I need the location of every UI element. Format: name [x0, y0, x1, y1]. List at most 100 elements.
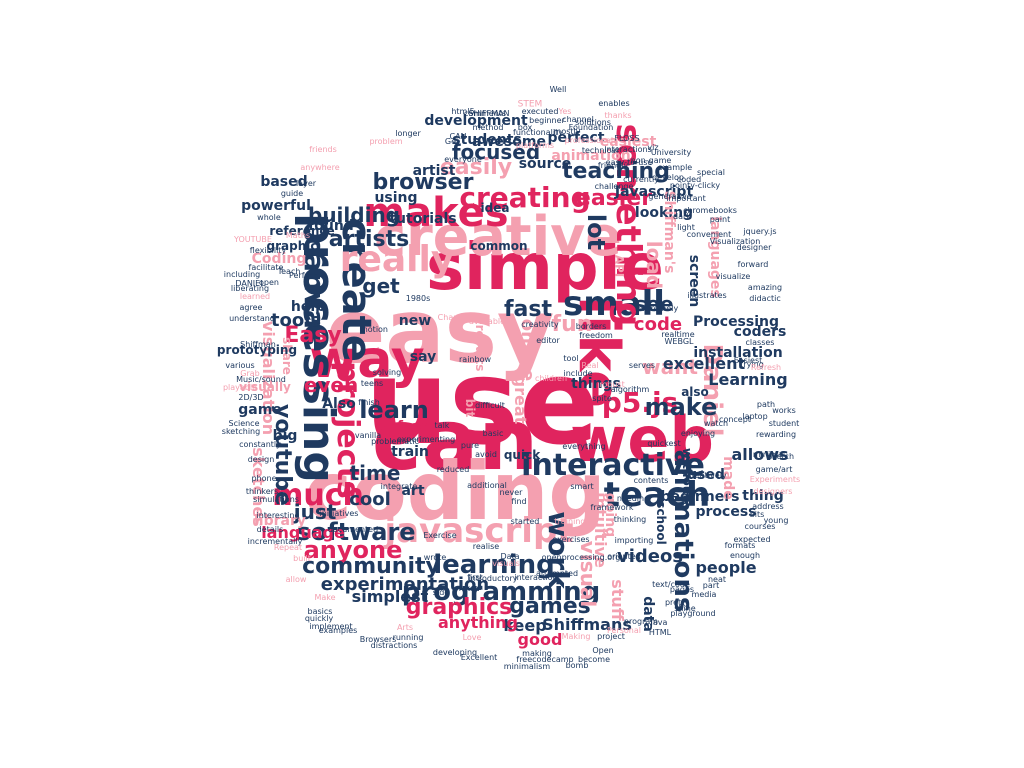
cloud-word: enough — [729, 551, 761, 560]
cloud-word: Music/sound — [236, 375, 286, 384]
cloud-word: vanilla — [354, 431, 382, 440]
cloud-word: experimenting — [396, 435, 456, 444]
cloud-word: important — [666, 194, 706, 203]
cloud-word: artist — [412, 163, 456, 179]
cloud-word: java — [650, 618, 668, 627]
cloud-word: generative — [648, 192, 692, 201]
cloud-word: motion — [359, 325, 389, 334]
cloud-word: thinking — [613, 515, 647, 524]
cloud-word: Data — [500, 552, 520, 561]
cloud-word: guide — [280, 189, 304, 198]
cloud-word: found — [308, 218, 354, 234]
cloud-word: spite — [592, 394, 612, 403]
cloud-word: become — [577, 655, 611, 664]
cloud-word: game — [238, 402, 282, 418]
cloud-word: really — [339, 239, 455, 280]
cloud-word: Perfect — [288, 271, 318, 280]
cloud-word: shine — [674, 604, 696, 613]
cloud-word: examples — [318, 626, 358, 635]
cloud-word: illustrates — [687, 291, 727, 300]
cloud-word: experimentation — [320, 574, 490, 595]
cloud-word: side — [432, 588, 450, 597]
cloud-word: amazing — [747, 283, 783, 292]
cloud-word: rewarding — [755, 430, 797, 439]
cloud-word: Arts — [396, 623, 414, 632]
cloud-word: Shiffman — [240, 340, 276, 349]
cloud-word: jquery.js — [743, 227, 777, 236]
cloud-word: library — [253, 513, 307, 529]
cloud-word: using — [374, 190, 418, 206]
cloud-word: simplest — [351, 587, 429, 606]
cloud-word: creating — [459, 181, 591, 214]
cloud-word: channel — [562, 115, 594, 124]
cloud-word: Grab — [240, 369, 260, 378]
cloud-word: training — [554, 517, 586, 526]
cloud-word: thinkers — [245, 487, 279, 496]
cloud-word: keep — [503, 616, 547, 635]
cloud-word: freecodecamp — [516, 655, 574, 664]
cloud-word: incrementally — [247, 537, 303, 546]
cloud-word: design — [247, 455, 275, 464]
cloud-word: reference — [269, 224, 335, 238]
cloud-word: project — [597, 632, 625, 641]
cloud-word: sketch — [767, 452, 795, 461]
cloud-word: easy — [325, 280, 555, 383]
cloud-word: great — [511, 375, 530, 425]
cloud-word: programming — [401, 577, 601, 607]
cloud-word: realise — [472, 542, 500, 551]
cloud-word: tutorials — [389, 211, 457, 227]
cloud-word: visually — [239, 380, 291, 394]
cloud-word: Science — [228, 419, 260, 428]
cloud-word: beginner — [529, 116, 565, 125]
cloud-word: didactic — [749, 294, 781, 303]
cloud-word: friends — [309, 145, 337, 154]
cloud-word: stuff — [608, 579, 627, 621]
cloud-word: neat — [707, 575, 727, 584]
cloud-word: API — [612, 254, 626, 278]
cloud-word: non-game — [630, 156, 672, 165]
cloud-word: University — [650, 148, 692, 157]
cloud-word: easiest — [599, 134, 657, 150]
cloud-word: lot — [582, 213, 610, 251]
cloud-word: quickest — [647, 439, 681, 448]
cloud-word: interactions — [604, 145, 652, 154]
cloud-word: Coding — [251, 251, 307, 267]
cloud-word: Foundation — [568, 123, 614, 132]
cloud-word: first — [467, 573, 483, 582]
cloud-word: Making — [561, 632, 591, 641]
cloud-word: allows — [731, 445, 789, 464]
cloud-word: easily — [439, 155, 513, 180]
cloud-word: playground — [670, 609, 716, 618]
cloud-word: way — [309, 330, 425, 390]
cloud-word: functionality — [513, 128, 563, 137]
cloud-word: creativity — [521, 320, 559, 329]
cloud-word: understand — [229, 314, 275, 323]
cloud-word: big — [272, 428, 298, 444]
cloud-word: 1980s — [405, 294, 431, 303]
cloud-word: finish — [358, 398, 380, 407]
cloud-word: developing — [432, 648, 478, 657]
cloud-word: perfect — [547, 130, 605, 146]
cloud-word: address — [752, 502, 784, 511]
cloud-word: Processing — [692, 314, 780, 330]
cloud-word: freedom — [579, 331, 613, 340]
cloud-word: path — [756, 400, 776, 409]
cloud-word: used — [687, 467, 725, 483]
cloud-word: visuals — [492, 559, 520, 568]
cloud-word: include — [563, 369, 593, 378]
cloud-word: coded — [676, 175, 702, 184]
cloud-word: interaction — [514, 573, 558, 582]
cloud-word: Experiments — [749, 475, 801, 484]
cloud-word: box — [517, 123, 533, 132]
cloud-word: development — [424, 113, 528, 129]
cloud-word: comments — [463, 109, 507, 118]
cloud-word: documented — [327, 525, 379, 534]
cloud-word: Shiffman's — [661, 190, 677, 274]
cloud-word: chromebooks — [683, 206, 737, 215]
cloud-word: openprocessing.org — [541, 553, 621, 562]
cloud-word: example — [657, 163, 693, 172]
cloud-word: layer — [295, 179, 317, 188]
cloud-word: Exercise — [423, 531, 457, 540]
cloud-word: problematic — [371, 437, 419, 446]
cloud-word: Yes — [558, 107, 572, 116]
